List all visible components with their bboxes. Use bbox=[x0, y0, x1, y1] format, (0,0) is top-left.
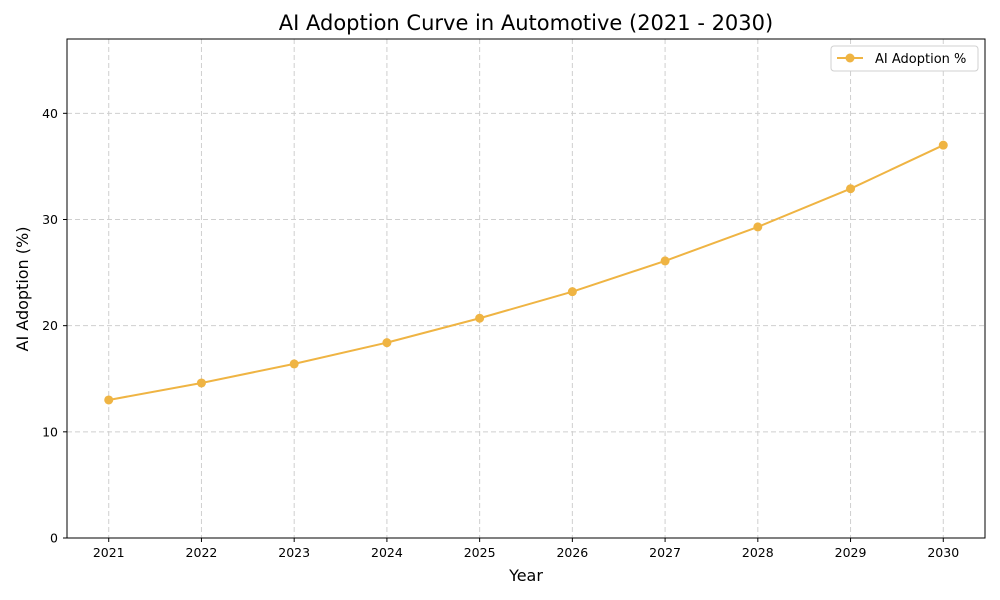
y-tick-label: 30 bbox=[42, 212, 58, 227]
series-layer bbox=[104, 140, 948, 405]
x-axis: 2021 2022 2023 2024 2025 2026 2027 2028 2029 2030 bbox=[93, 538, 959, 560]
y-tick-label: 10 bbox=[42, 424, 58, 439]
data-point bbox=[660, 256, 670, 266]
x-tick-label: 2026 bbox=[556, 545, 588, 560]
series-line bbox=[108, 144, 944, 401]
x-tick-label: 2025 bbox=[464, 545, 496, 560]
legend: AI Adoption % bbox=[830, 45, 979, 72]
y-axis: 0 10 20 30 40 bbox=[42, 106, 67, 546]
data-point bbox=[104, 395, 114, 405]
x-tick-label: 2021 bbox=[93, 545, 125, 560]
data-point bbox=[753, 222, 763, 232]
x-tick-label: 2028 bbox=[742, 545, 774, 560]
legend-box bbox=[830, 45, 979, 72]
data-point bbox=[382, 338, 392, 348]
data-point bbox=[289, 359, 299, 369]
legend-marker bbox=[845, 53, 855, 63]
grid-layer bbox=[67, 39, 985, 538]
data-point bbox=[475, 313, 485, 323]
legend-label: AI Adoption % bbox=[875, 52, 966, 67]
chart-title: AI Adoption Curve in Automotive (2021 - … bbox=[279, 11, 773, 35]
plot-frame bbox=[66, 38, 986, 539]
x-tick-label: 2023 bbox=[278, 545, 310, 560]
x-axis-label: Year bbox=[508, 566, 543, 585]
y-tick-label: 0 bbox=[50, 531, 58, 546]
x-tick-label: 2024 bbox=[371, 545, 403, 560]
y-tick-label: 20 bbox=[42, 318, 58, 333]
y-tick-label: 40 bbox=[42, 106, 58, 121]
data-point bbox=[938, 140, 948, 150]
y-axis-label: AI Adoption (%) bbox=[13, 227, 32, 352]
x-tick-label: 2030 bbox=[927, 545, 959, 560]
x-tick-label: 2022 bbox=[186, 545, 218, 560]
x-tick-label: 2027 bbox=[649, 545, 681, 560]
data-point bbox=[196, 378, 206, 388]
data-point bbox=[846, 184, 856, 194]
x-tick-label: 2029 bbox=[835, 545, 867, 560]
data-point bbox=[567, 287, 577, 297]
